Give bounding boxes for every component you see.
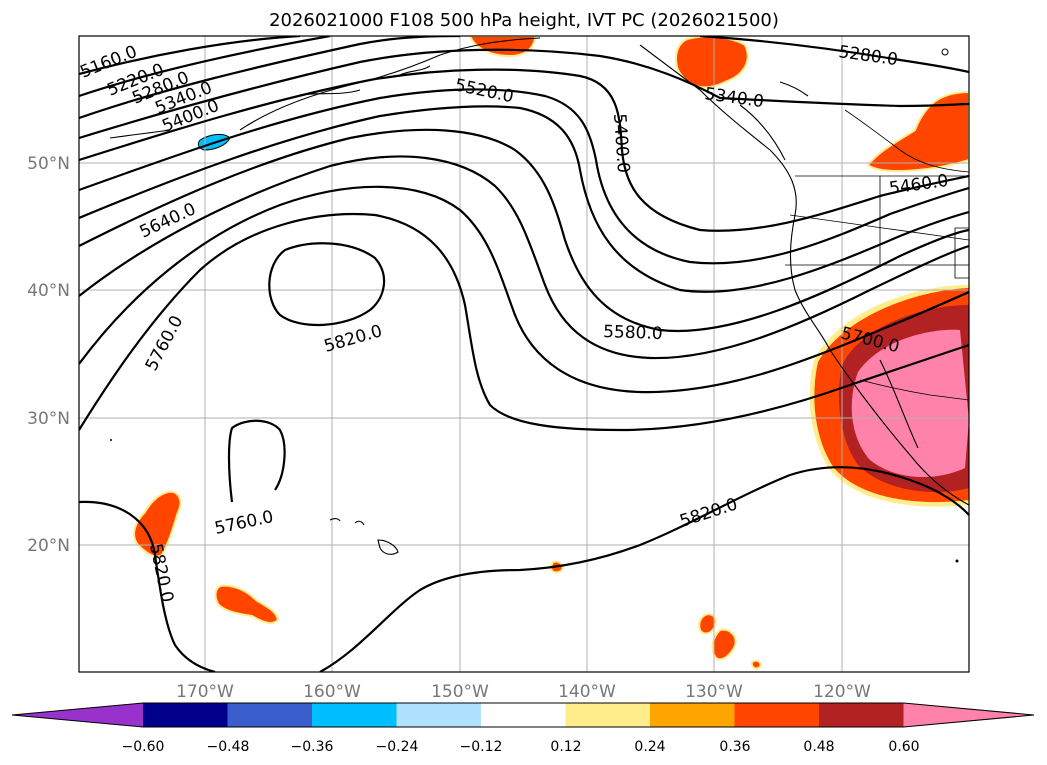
lat-tick-label: 30°N bbox=[27, 409, 70, 429]
colorbar-tick-label: −0.36 bbox=[291, 739, 334, 755]
contour-label: 5820.0 bbox=[677, 494, 740, 531]
colorbar-segment bbox=[396, 703, 482, 727]
contour-label: 5820.0 bbox=[322, 321, 385, 357]
colorbar-extend-max bbox=[903, 703, 1034, 727]
coast-alaska bbox=[239, 37, 541, 131]
ivt-blob-south-4 bbox=[750, 659, 762, 670]
contour-label: 5580.0 bbox=[603, 322, 663, 344]
coastlines bbox=[109, 37, 969, 563]
contour-label: 5460.0 bbox=[888, 171, 950, 199]
colorbar-tick-label: 0.36 bbox=[719, 739, 750, 755]
colorbar-segment bbox=[819, 703, 904, 727]
colorbar: −0.60 −0.48 −0.36 −0.24 −0.12 0.12 0.24 … bbox=[11, 702, 1035, 755]
colorbar-tick-label: 0.48 bbox=[803, 739, 834, 755]
contour-label: 5400.0 bbox=[609, 113, 633, 174]
colorbar-tick-label: −0.24 bbox=[376, 739, 419, 755]
lat-tick-label: 50°N bbox=[27, 154, 70, 174]
ivt-blob-south-2 bbox=[711, 628, 737, 661]
contour-5700 bbox=[79, 185, 969, 394]
colorbar-segment bbox=[565, 703, 651, 727]
contour-label: 5340.0 bbox=[703, 84, 765, 112]
lon-axis: 170°W 160°W 150°W 140°W 130°W 120°W bbox=[176, 682, 871, 702]
coast-north-america bbox=[639, 44, 969, 506]
lon-tick-label: 160°W bbox=[303, 682, 361, 702]
contour-5160 bbox=[79, 36, 301, 76]
contour-labels: 5160.0 5220.0 5280.0 5340.0 5400.0 5520.… bbox=[79, 42, 950, 604]
contour-5460 bbox=[79, 88, 969, 265]
colorbar-tick-label: −0.48 bbox=[207, 739, 250, 755]
lon-tick-label: 150°W bbox=[431, 682, 489, 702]
graticule bbox=[79, 36, 969, 672]
lon-tick-label: 140°W bbox=[558, 682, 616, 702]
colorbar-segment bbox=[143, 703, 228, 727]
colorbar-tick-label: 0.24 bbox=[634, 739, 665, 755]
figure-title: 2026021000 F108 500 hPa height, IVT PC (… bbox=[269, 10, 779, 31]
ivt-blob-west bbox=[133, 490, 182, 558]
lon-tick-label: 130°W bbox=[685, 682, 743, 702]
contour-5340 bbox=[79, 48, 969, 140]
contour-5820-ring bbox=[268, 242, 386, 327]
colorbar-tick-label: −0.60 bbox=[122, 739, 165, 755]
map-frame bbox=[78, 35, 970, 673]
colorbar-tick-labels: −0.60 −0.48 −0.36 −0.24 −0.12 0.12 0.24 … bbox=[122, 739, 920, 755]
colorbar-outline bbox=[11, 702, 1035, 728]
contour-5220 bbox=[79, 36, 331, 98]
ivt-blob-southwest bbox=[214, 584, 280, 624]
colorbar-segment bbox=[734, 703, 820, 727]
contour-label: 5280.0 bbox=[837, 42, 899, 70]
lon-tick-label: 170°W bbox=[176, 682, 234, 702]
colorbar-segment bbox=[650, 703, 735, 727]
colorbar-segment bbox=[227, 703, 313, 727]
ivt-blob-northeast bbox=[866, 90, 969, 172]
colorbar-tick-label: −0.12 bbox=[460, 739, 503, 755]
ivt-shading bbox=[133, 36, 969, 670]
contour-label: 5520.0 bbox=[453, 75, 515, 107]
colorbar-tick-label: 0.12 bbox=[550, 739, 581, 755]
colorbar-segment bbox=[312, 703, 397, 727]
lat-tick-label: 20°N bbox=[27, 536, 70, 556]
contour-5400 bbox=[79, 68, 969, 232]
colorbar-extend-min bbox=[12, 703, 143, 727]
ivt-blob-south-1 bbox=[698, 613, 717, 635]
contour-5760 bbox=[79, 213, 969, 432]
contour-label: 5760.0 bbox=[142, 312, 188, 374]
contour-5520 bbox=[79, 105, 969, 293]
lat-tick-label: 40°N bbox=[27, 281, 70, 301]
contour-5820-south bbox=[79, 465, 969, 672]
contour-label: 5760.0 bbox=[213, 507, 275, 539]
map-panel: 5160.0 5220.0 5280.0 5340.0 5400.0 5520.… bbox=[79, 36, 969, 672]
contour-5640 bbox=[79, 155, 969, 360]
coast-hawaii bbox=[329, 518, 399, 555]
contour-5760-ring bbox=[227, 419, 286, 503]
ivt-blob-southeast-max bbox=[851, 329, 969, 478]
colorbar-tick-label: 0.60 bbox=[888, 739, 919, 755]
height-contours bbox=[79, 36, 969, 672]
contour-5580 bbox=[79, 128, 969, 333]
contour-label: 5820.0 bbox=[145, 542, 177, 604]
lon-tick-label: 120°W bbox=[813, 682, 871, 702]
colorbar-segments bbox=[11, 702, 1035, 728]
colorbar-segment bbox=[481, 703, 566, 727]
lat-axis: 20°N 30°N 40°N 50°N bbox=[27, 154, 70, 556]
